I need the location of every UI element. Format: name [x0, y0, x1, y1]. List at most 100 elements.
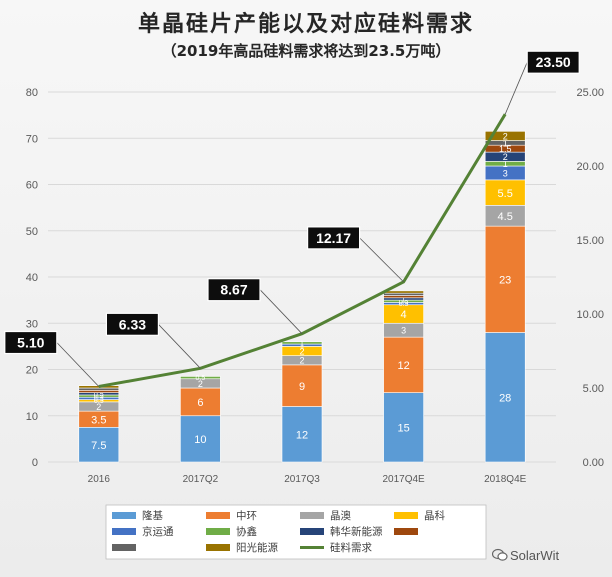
bar-segment	[281, 341, 323, 345]
bar-value-label: 23	[499, 274, 511, 286]
legend-box	[105, 504, 487, 560]
legend-label: 硅料需求	[330, 541, 372, 554]
bar-segment	[484, 225, 526, 333]
bar-value-label: 28	[499, 392, 511, 404]
bar-segment	[383, 295, 424, 299]
x-tick-label: 2017Q2	[183, 474, 219, 485]
y-left-tick-label: 30	[26, 318, 38, 330]
bar-value-label: 3	[401, 326, 406, 336]
bar-segment	[383, 336, 424, 393]
bar-segment	[281, 406, 323, 463]
legend-swatch	[300, 512, 324, 519]
y-left-tick-label: 80	[26, 87, 38, 99]
legend-swatch	[300, 528, 324, 535]
legend-label: 中环	[236, 509, 257, 522]
bar-small-label: 0.5	[196, 375, 206, 382]
callout-leader	[504, 62, 528, 115]
bar-segment	[484, 332, 526, 463]
bar-small-label: 0.5	[399, 299, 409, 306]
y-right-tick-label: 20.00	[576, 161, 604, 173]
y-left-tick-label: 60	[26, 180, 38, 192]
line-value-label: 5.10	[17, 335, 44, 351]
callout-leader	[158, 324, 201, 369]
legend-label: 韩华新能源	[330, 525, 383, 538]
x-tick-label: 2017Q3	[284, 474, 320, 485]
line-value-label: 6.33	[119, 316, 146, 332]
bar-value-label: 2	[503, 152, 508, 162]
bar-small-label: 0.5	[94, 396, 104, 403]
x-tick-label: 2016	[88, 474, 111, 485]
callout-leader	[56, 342, 100, 387]
y-left-tick-label: 20	[26, 365, 38, 377]
bar-segment	[180, 415, 221, 463]
chart-title: 单晶硅片产能以及对应硅料需求	[137, 11, 474, 37]
bar-value-label: 1	[503, 159, 508, 169]
callout-leader	[259, 289, 303, 334]
y-left-tick-label: 0	[32, 457, 38, 469]
legend-label: 隆基	[142, 509, 163, 522]
y-right-tick-label: 5.00	[583, 383, 604, 395]
bar-segment	[383, 292, 424, 296]
legend-swatch	[394, 528, 418, 535]
bar-value-label: 5.5	[498, 188, 513, 200]
bar-segment	[78, 390, 120, 393]
bar-small-label: 1	[300, 343, 304, 350]
bar-small-label: 1	[402, 296, 406, 303]
bar-small-label: 0.5	[94, 394, 104, 401]
callout-box	[307, 226, 361, 250]
legend-label: 京运通	[142, 525, 174, 538]
legend-swatch	[394, 512, 418, 519]
legend-label: 协鑫	[236, 525, 257, 538]
legend-swatch	[112, 512, 136, 519]
bar-value-label: 2	[503, 131, 508, 141]
y-left-tick-label: 10	[26, 411, 38, 423]
bar-value-label: 6	[197, 397, 203, 409]
bar-value-label: 3.5	[91, 414, 106, 426]
callout-box	[4, 330, 58, 355]
y-right-tick-label: 25.00	[576, 87, 604, 99]
bar-segment	[484, 131, 526, 141]
bar-value-label: 15	[397, 422, 409, 434]
bar-value-label: 2	[299, 346, 304, 356]
bar-value-label: 3	[503, 168, 508, 178]
watermark-text: SolarWit	[510, 548, 560, 563]
bar-segment	[383, 392, 424, 463]
x-tick-label: 2017Q4E	[382, 474, 425, 485]
callout-box	[105, 312, 160, 336]
bar-segment	[78, 427, 120, 463]
bar-value-label: 1	[503, 138, 508, 148]
bar-small-label: 0.5	[399, 301, 409, 308]
bar-value-label: 4	[401, 309, 407, 321]
bar-value-label: 2	[96, 402, 101, 412]
legend-swatch	[206, 544, 230, 551]
x-tick-label: 2018Q4E	[484, 474, 527, 485]
line-value-label: 23.50	[536, 54, 571, 70]
legend-swatch	[206, 528, 230, 535]
bar-segment	[484, 179, 526, 206]
bar-value-label: 1.5	[499, 144, 512, 154]
callout-box	[207, 278, 261, 302]
bar-value-label: 9	[299, 381, 305, 393]
bar-small-label: 0.5	[94, 398, 104, 405]
bar-segment	[383, 290, 424, 294]
bar-value-label: 7.5	[91, 440, 106, 452]
chart-subtitle: （2019年高品硅料需求将达到23.5万吨）	[161, 42, 451, 60]
legend-swatch	[112, 544, 136, 551]
legend-swatch	[112, 528, 136, 535]
y-left-tick-label: 50	[26, 226, 38, 238]
bar-value-label: 4.5	[498, 211, 513, 223]
callout-leader	[359, 237, 404, 283]
y-left-tick-label: 70	[26, 133, 38, 145]
y-right-tick-label: 10.00	[576, 309, 604, 321]
callout-box	[526, 50, 580, 74]
y-right-tick-label: 15.00	[576, 235, 604, 247]
legend-swatch	[206, 512, 230, 519]
y-left-tick-label: 40	[26, 272, 38, 284]
line-value-label: 8.67	[220, 282, 247, 298]
bar-segment	[78, 387, 120, 391]
bar-segment	[180, 376, 221, 380]
bar-value-label: 2	[198, 379, 203, 389]
bar-value-label: 12	[296, 429, 308, 441]
bar-value-label: 2	[299, 356, 304, 366]
